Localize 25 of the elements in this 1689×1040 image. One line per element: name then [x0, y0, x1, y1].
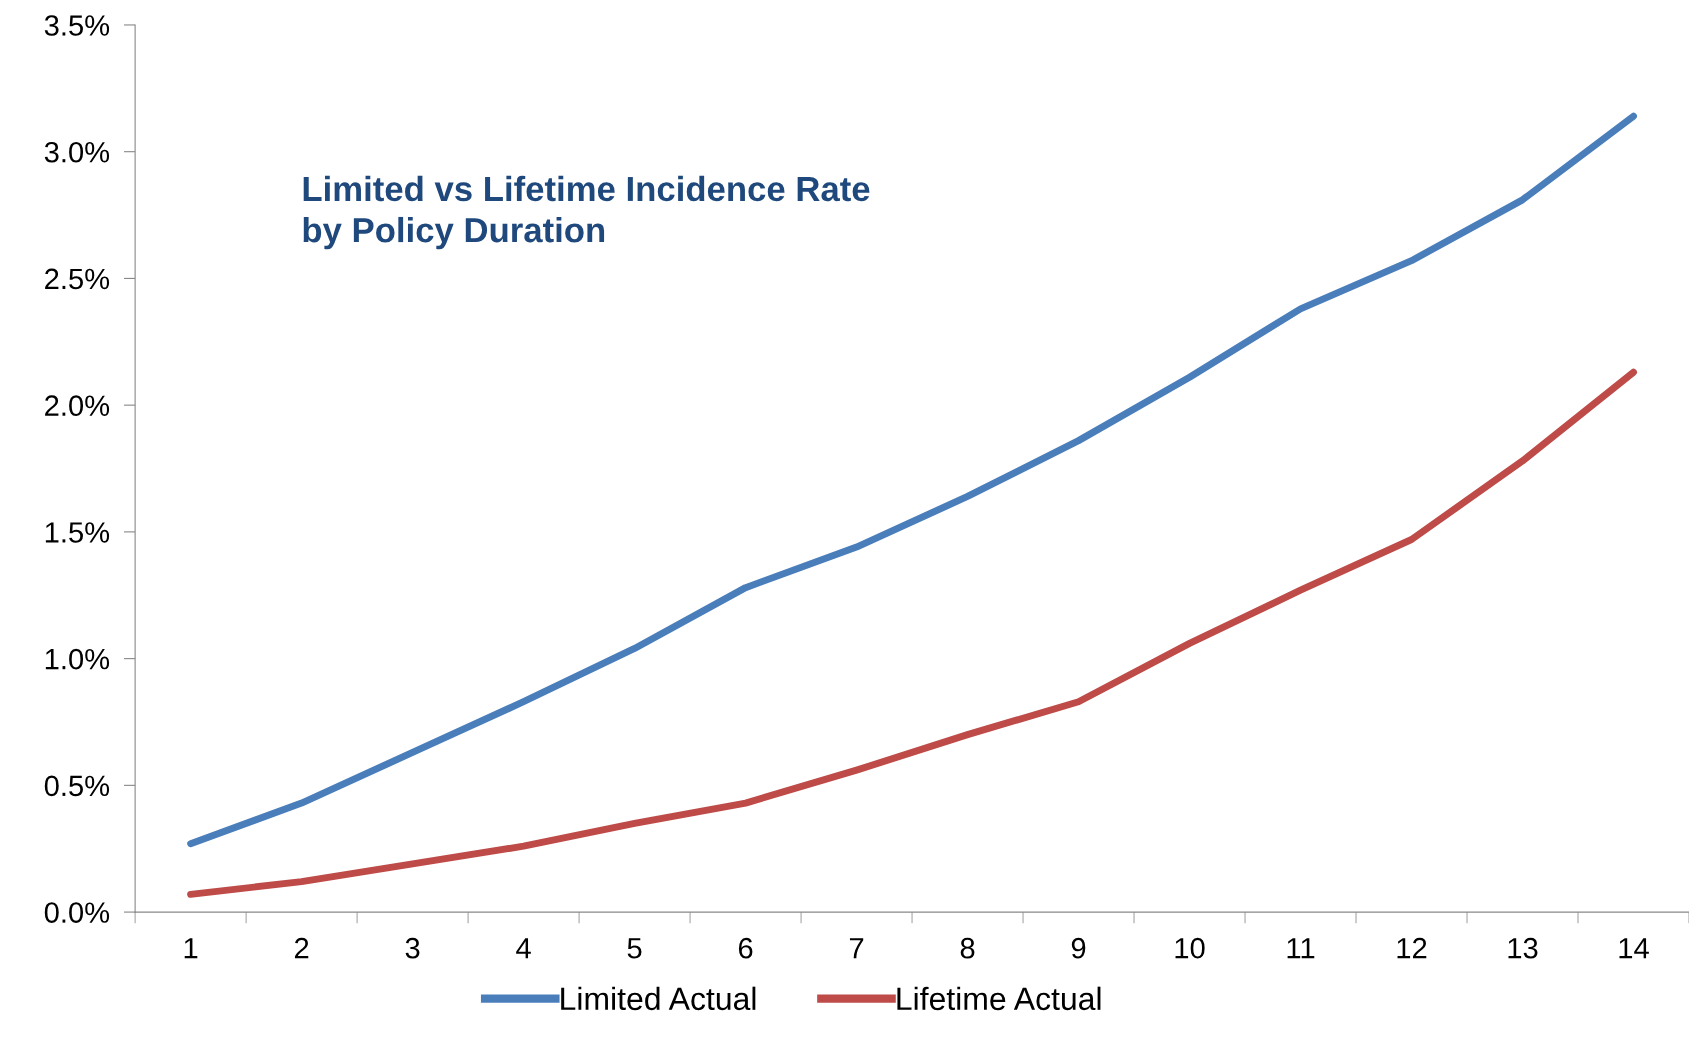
- x-tick-label: 4: [516, 938, 531, 959]
- x-tick-label: 6: [738, 937, 753, 959]
- y-tick-label: 0.0%: [44, 902, 110, 923]
- y-tick-label: 0.5%: [44, 775, 110, 797]
- x-tick-label: 3: [405, 937, 420, 959]
- x-tick-label: 12: [1397, 937, 1427, 959]
- x-tick-label: 1: [184, 938, 198, 959]
- x-tick-label: 7: [849, 938, 864, 959]
- x-tick-label: 11: [1287, 938, 1315, 959]
- x-tick-label: 10: [1175, 937, 1205, 959]
- y-tick-label: 1.5%: [45, 522, 110, 543]
- x-tick-label: 8: [960, 937, 975, 959]
- y-tick-label: 3.0%: [44, 141, 110, 163]
- text: Limited vs Lifetime Incidence Rate by Policy Duration: [303, 175, 870, 250]
- x-tick-label: 2: [294, 937, 309, 959]
- legend-label: Lifetime Actual: [897, 986, 1101, 1011]
- y-tick-label: 3.5%: [44, 15, 110, 36]
- x-tick-label: 5: [627, 938, 642, 959]
- legend-label: Limited Actual: [561, 986, 756, 1011]
- x-tick-label: 14: [1619, 938, 1649, 959]
- y-tick-label: 2.0%: [45, 395, 110, 417]
- y-tick-label: 2.5%: [45, 268, 110, 290]
- x-tick-label: 13: [1508, 937, 1538, 959]
- x-tick-label: 9: [1071, 937, 1086, 959]
- y-tick-label: 1.0%: [45, 648, 110, 670]
